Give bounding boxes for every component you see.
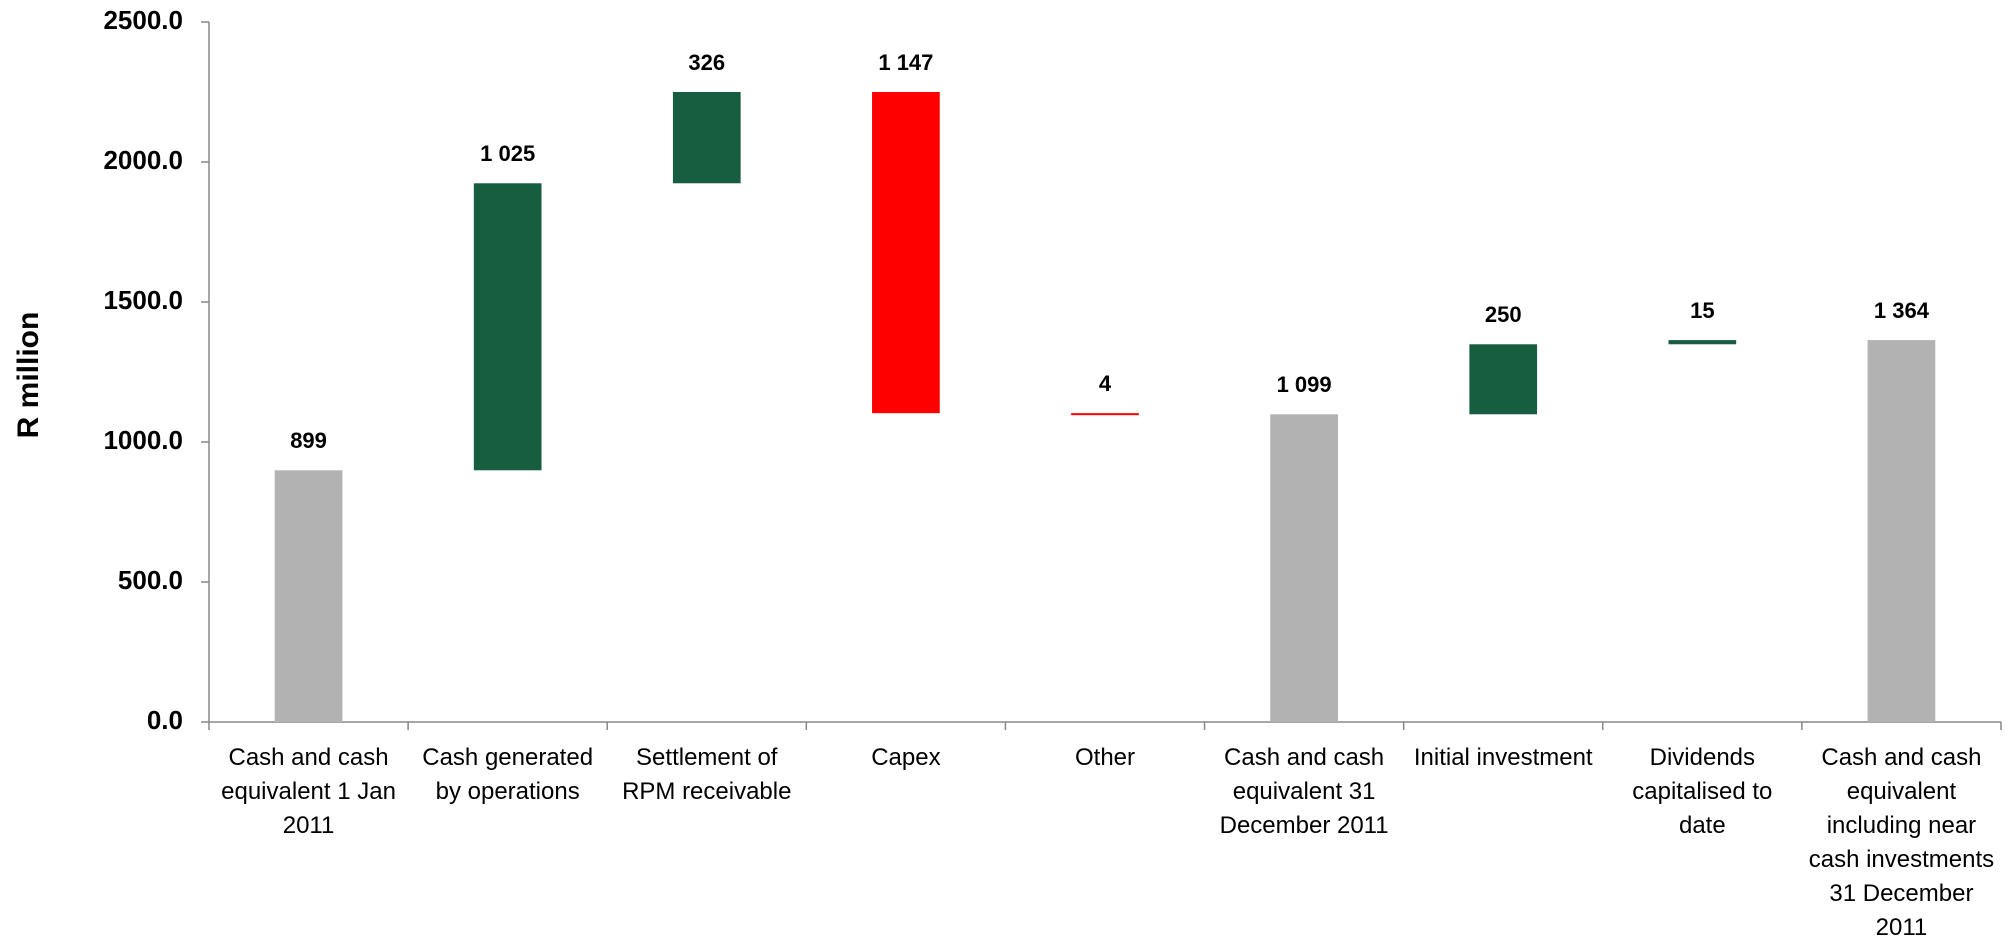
value-label: 1 099	[1277, 372, 1332, 397]
x-tick-label: Cash and cash equivalent including near …	[1808, 744, 1995, 941]
value-label: 326	[688, 50, 725, 75]
x-tick-label: Capex	[871, 744, 941, 771]
value-label: 250	[1485, 302, 1522, 327]
value-label: 1 147	[878, 50, 933, 75]
y-tick-label: 1500.0	[103, 285, 183, 315]
x-tick-label: Other	[1074, 744, 1136, 771]
value-label: 15	[1690, 298, 1714, 323]
value-label: 4	[1099, 371, 1112, 396]
x-tick-label: Cash and cash equivalent 31 December 201…	[1219, 744, 1389, 839]
x-tick-label: Dividends capitalised to date	[1632, 744, 1773, 839]
bar	[1071, 413, 1139, 416]
x-tick-label: Cash generated by operations	[422, 744, 594, 805]
y-tick-label: 1000.0	[103, 425, 183, 455]
bar	[672, 92, 741, 184]
value-label: 1 025	[480, 141, 535, 166]
bar	[1668, 340, 1737, 345]
bar	[1270, 414, 1338, 722]
bar	[1867, 340, 1936, 722]
value-label: 1 364	[1874, 298, 1930, 323]
bar	[274, 470, 343, 722]
value-label: 899	[290, 428, 327, 453]
bar	[1469, 344, 1538, 415]
x-tick-label: Initial investment	[1413, 744, 1593, 771]
y-tick-label: 2000.0	[103, 145, 183, 175]
y-axis-label: R million	[12, 312, 45, 439]
y-tick-label: 500.0	[118, 565, 183, 595]
y-tick-label: 0.0	[147, 705, 183, 735]
bar	[872, 92, 940, 414]
x-tick-label: Cash and cash equivalent 1 Jan 2011	[221, 744, 396, 839]
y-tick-label: 2500.0	[103, 5, 183, 35]
bar	[473, 183, 542, 471]
x-tick-label: Settlement of RPM receivable	[622, 744, 792, 805]
